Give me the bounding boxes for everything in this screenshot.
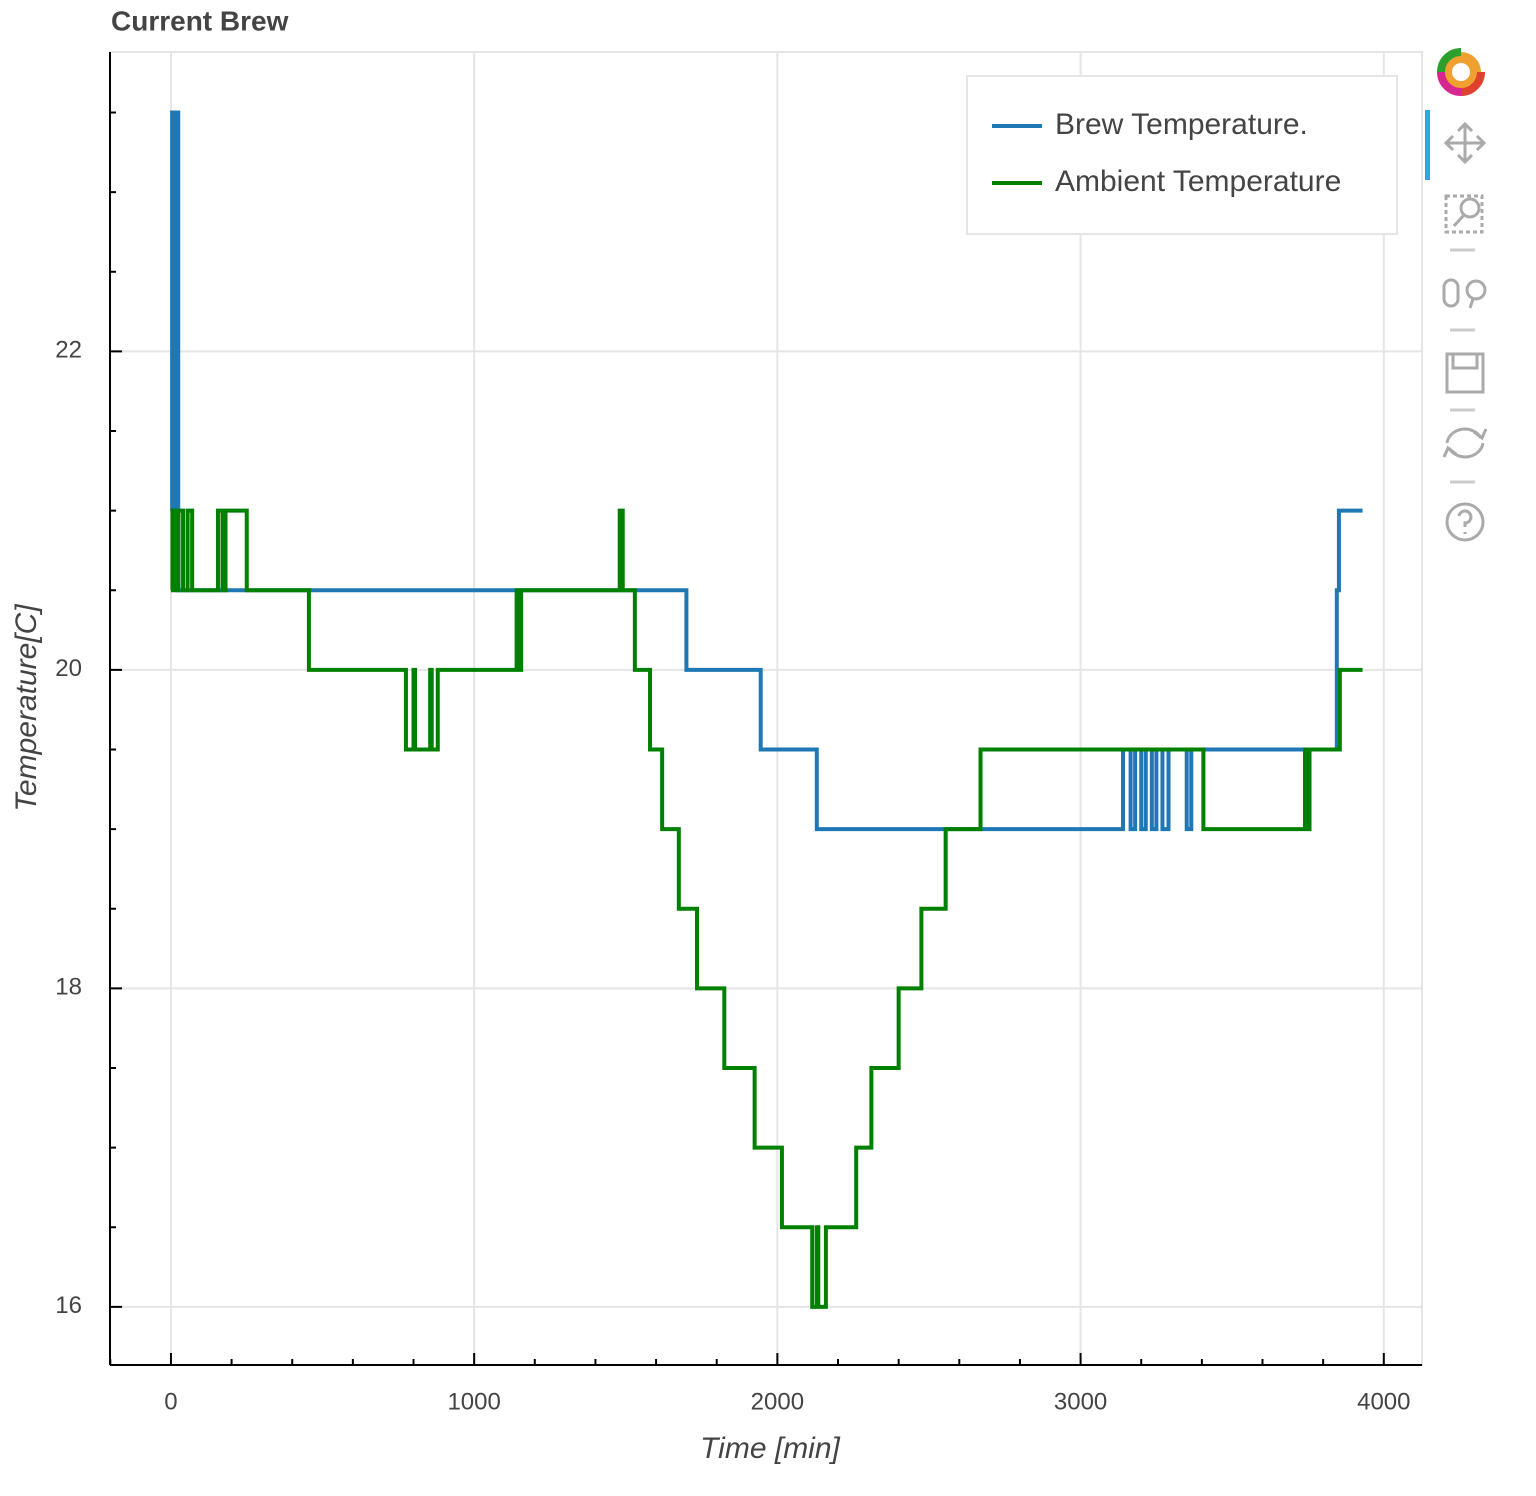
y-tick-label: 22	[55, 337, 82, 364]
plot-border	[109, 51, 1423, 1366]
wheel-zoom-tool[interactable]	[1442, 278, 1487, 309]
toolbar	[1425, 48, 1488, 542]
save-tool[interactable]	[1445, 352, 1485, 394]
x-tick-label: 0	[164, 1388, 177, 1415]
legend-label: Brew Temperature.	[1055, 108, 1308, 141]
series-line	[170, 508, 1363, 1309]
legend: Brew Temperature. Ambient Temperature	[966, 75, 1398, 235]
chart-title: Current Brew	[111, 5, 289, 36]
active-tool-indicator	[1425, 110, 1430, 180]
y-tick-label: 16	[55, 1292, 82, 1319]
bokeh-logo	[1437, 48, 1485, 96]
help-tool[interactable]	[1445, 502, 1485, 542]
pan-tool[interactable]	[1443, 121, 1487, 165]
y-axis-label: Temperature[C]	[10, 604, 43, 812]
legend-box	[966, 75, 1398, 235]
box-zoom-tool[interactable]	[1444, 194, 1484, 234]
x-axis-label: Time [min]	[700, 1432, 840, 1465]
plot-area	[109, 51, 1423, 1366]
toolbar-separator	[1450, 248, 1475, 484]
x-tick-label: 4000	[1357, 1388, 1410, 1415]
y-tick-label: 18	[55, 974, 82, 1001]
legend-label: Ambient Temperature	[1055, 165, 1341, 198]
x-tick-label: 3000	[1054, 1388, 1107, 1415]
reset-tool[interactable]	[1442, 427, 1488, 459]
y-tick-label: 20	[55, 655, 82, 682]
x-tick-label: 1000	[447, 1388, 500, 1415]
x-tick-label: 2000	[751, 1388, 804, 1415]
